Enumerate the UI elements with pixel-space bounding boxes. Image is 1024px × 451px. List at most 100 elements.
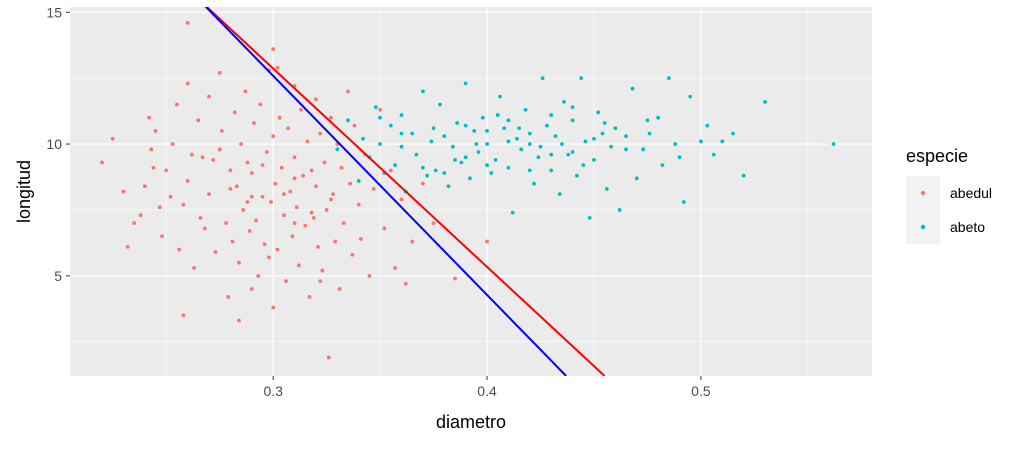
point-abedul — [256, 273, 261, 278]
point-abedul — [132, 221, 137, 226]
point-abeto — [604, 186, 609, 191]
legend-label-abeto: abeto — [950, 219, 985, 235]
x-axis-title: diametro — [436, 412, 506, 432]
point-abedul — [324, 208, 329, 212]
point-abeto — [450, 144, 455, 149]
point-abedul — [100, 160, 104, 165]
point-abedul — [262, 242, 267, 247]
point-abeto — [532, 181, 536, 186]
point-abeto — [515, 136, 519, 141]
point-abeto — [579, 76, 584, 81]
point-abedul — [281, 192, 286, 197]
point-abedul — [207, 192, 211, 197]
point-abedul — [275, 65, 280, 70]
point-abedul — [217, 70, 222, 75]
y-tick-label: 5 — [54, 268, 62, 284]
point-abedul — [485, 239, 489, 244]
point-abedul — [241, 208, 246, 212]
point-abeto — [711, 152, 716, 157]
point-abedul — [232, 110, 237, 115]
point-abeto — [831, 142, 836, 146]
point-abedul — [168, 194, 173, 199]
legend: especie abedul abeto — [906, 146, 992, 244]
point-abeto — [527, 142, 532, 146]
point-abedul — [273, 181, 278, 186]
point-abeto — [600, 131, 605, 136]
point-abedul — [230, 239, 235, 244]
point-abedul — [138, 213, 143, 218]
point-abedul — [190, 152, 194, 157]
point-abedul — [211, 157, 216, 162]
point-abeto — [677, 155, 682, 160]
point-abedul — [346, 89, 350, 94]
point-abedul — [228, 186, 233, 191]
point-abeto — [645, 118, 650, 123]
point-abedul — [234, 184, 239, 189]
point-abeto — [335, 147, 340, 152]
point-abeto — [681, 200, 686, 204]
point-abedul — [245, 160, 250, 165]
point-abeto — [731, 131, 735, 136]
point-abeto — [459, 160, 464, 165]
point-abedul — [399, 197, 404, 202]
point-abeto — [474, 142, 479, 146]
point-abedul — [356, 202, 361, 207]
point-abeto — [485, 142, 489, 146]
point-abedul — [318, 279, 323, 284]
point-abeto — [549, 152, 554, 157]
point-abedul — [284, 279, 288, 284]
point-abedul — [292, 221, 297, 226]
point-abedul — [226, 295, 231, 299]
point-abedul — [121, 189, 126, 194]
point-abeto — [438, 102, 442, 107]
point-abeto — [463, 81, 468, 86]
point-abedul — [309, 168, 314, 173]
point-abedul — [318, 131, 323, 136]
point-abedul — [249, 287, 254, 291]
point-abedul — [288, 189, 293, 194]
point-abedul — [269, 200, 273, 204]
grid-major — [70, 7, 872, 376]
point-abeto — [647, 131, 652, 136]
point-abedul — [320, 268, 325, 273]
point-abeto — [613, 126, 618, 131]
point-abeto — [414, 152, 419, 157]
point-abeto — [495, 113, 500, 117]
point-abeto — [399, 131, 404, 136]
point-abedul — [277, 115, 282, 120]
fit-lines — [204, 7, 606, 376]
point-abedul — [207, 94, 211, 99]
point-abedul — [271, 134, 276, 139]
point-abedul — [292, 155, 297, 160]
point-abedul — [181, 202, 186, 207]
point-abedul — [393, 266, 397, 270]
point-abeto — [431, 126, 436, 131]
point-abeto — [485, 163, 489, 168]
point-abeto — [549, 113, 554, 117]
legend-title: especie — [906, 146, 968, 166]
point-abeto — [468, 176, 472, 181]
point-abeto — [506, 139, 511, 144]
y-tick-label: 10 — [46, 136, 62, 152]
point-abeto — [592, 157, 596, 162]
point-abedul — [382, 226, 387, 231]
point-abedul — [294, 205, 299, 210]
point-abedul — [388, 168, 393, 173]
point-abedul — [185, 81, 190, 86]
point-abeto — [720, 139, 725, 144]
point-abedul — [348, 181, 353, 186]
point-abedul — [299, 107, 303, 112]
point-abeto — [699, 139, 703, 144]
point-abedul — [170, 142, 175, 146]
point-abedul — [410, 239, 415, 244]
point-abeto — [410, 131, 415, 136]
point-abeto — [455, 121, 459, 125]
x-tick-label: 0.4 — [477, 383, 497, 399]
point-abeto — [527, 168, 532, 173]
point-abeto — [666, 76, 671, 81]
point-abedul — [367, 273, 372, 278]
point-abedul — [196, 118, 201, 123]
point-abeto — [673, 142, 678, 146]
fit-line-1 — [204, 7, 567, 376]
point-abeto — [429, 139, 434, 144]
